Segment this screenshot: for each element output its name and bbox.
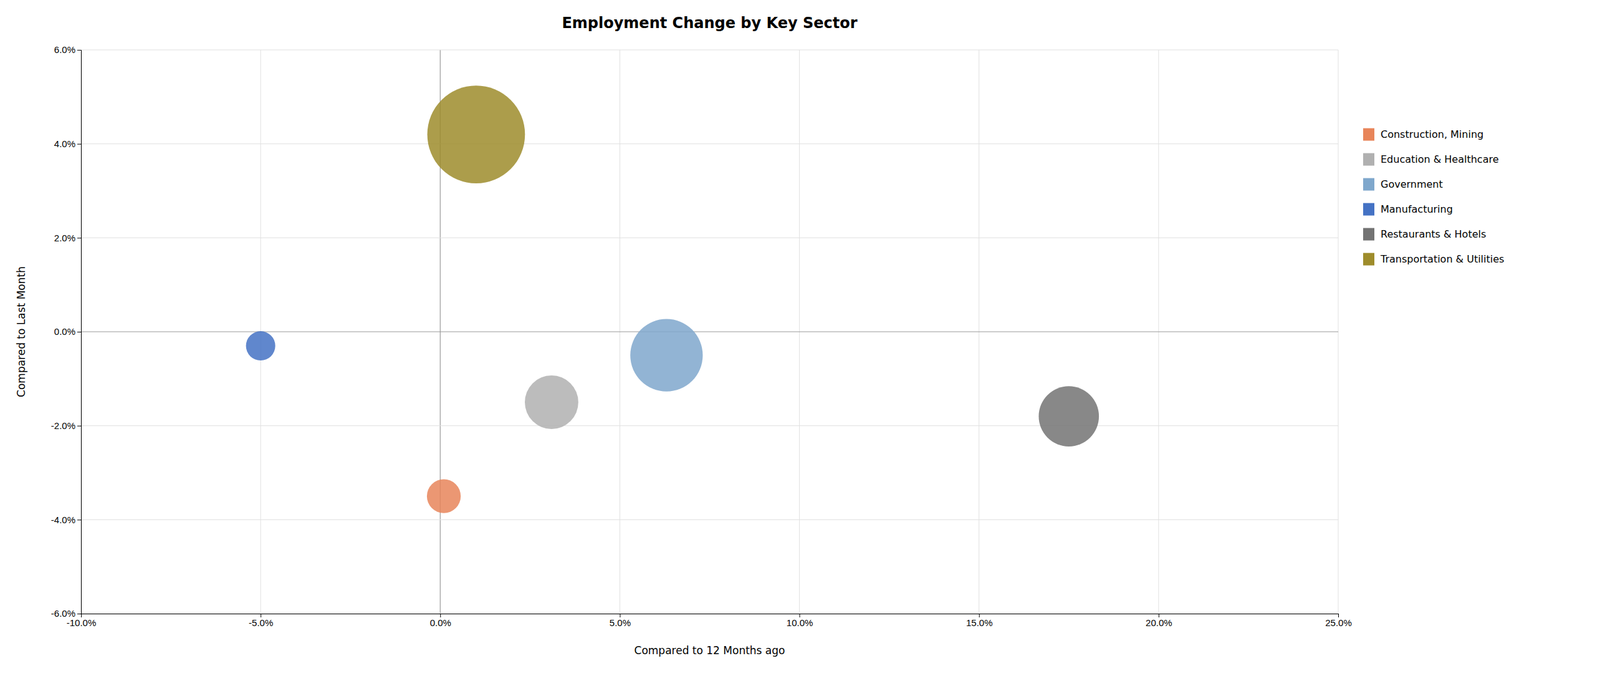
tick-mark: [77, 425, 82, 427]
tick-label: -6.0%: [51, 607, 76, 619]
tick: 10.0%: [786, 613, 814, 628]
tick-label: 4.0%: [54, 138, 76, 149]
y-axis: -6.0% -4.0% -2.0% 0.0% 2.0% 4.0% 6.0%: [51, 44, 82, 619]
tick-mark: [77, 613, 82, 614]
tick: -2.0%: [51, 420, 82, 431]
legend-item: Transportation & Utilities: [1363, 253, 1505, 266]
tick-label: -5.0%: [248, 617, 274, 628]
tick-label: 6.0%: [54, 44, 76, 55]
tick-mark: [77, 519, 82, 520]
tick-label: -2.0%: [51, 420, 76, 431]
tick: 15.0%: [966, 613, 993, 628]
legend-swatch: [1363, 228, 1375, 241]
legend-item: Government: [1363, 178, 1443, 191]
x-axis-title: Compared to 12 Months ago: [634, 643, 786, 657]
bubble: [630, 319, 703, 392]
legend-label: Restaurants & Hotels: [1380, 228, 1486, 240]
tick: 4.0%: [54, 138, 82, 149]
legend-item: Manufacturing: [1363, 203, 1453, 216]
tick: -6.0%: [51, 607, 82, 619]
tick-mark: [77, 331, 82, 333]
grid-line-y: [81, 519, 1339, 520]
legend-swatch: [1363, 203, 1375, 216]
legend-label: Education & Healthcare: [1380, 153, 1500, 166]
tick: 0.0%: [430, 613, 452, 628]
grid-line-y: [81, 237, 1339, 239]
chart: -10.0%-5.0%0.0%5.0%10.0%15.0%20.0%25.0%-…: [0, 0, 1600, 676]
legend-label: Government: [1380, 178, 1443, 191]
legend: Construction, Mining Education & Healthca…: [1363, 128, 1505, 266]
plot-area: -10.0%-5.0%0.0%5.0%10.0%15.0%20.0%25.0%-…: [51, 44, 1352, 628]
bubble: [426, 479, 461, 513]
legend-swatch: [1363, 253, 1375, 266]
tick-label: 2.0%: [54, 232, 76, 244]
grid-line-y: [81, 49, 1339, 51]
grid: [81, 49, 1339, 614]
legend-swatch: [1363, 128, 1375, 141]
tick: 25.0%: [1325, 613, 1352, 628]
tick: 0.0%: [54, 325, 82, 337]
marks: [246, 85, 1099, 513]
tick-label: 20.0%: [1145, 617, 1173, 628]
legend-swatch: [1363, 178, 1375, 191]
y-axis-title: Compared to Last Month: [14, 266, 28, 398]
tick: 5.0%: [609, 613, 631, 628]
legend-item: Construction, Mining: [1363, 128, 1484, 141]
legend-item: Restaurants & Hotels: [1363, 228, 1486, 241]
legend-label: Transportation & Utilities: [1379, 253, 1505, 265]
tick-label: 25.0%: [1325, 617, 1352, 628]
tick-label: 0.0%: [430, 617, 452, 628]
tick: -4.0%: [51, 514, 82, 525]
tick: 2.0%: [54, 232, 82, 244]
bubble: [427, 85, 526, 184]
x-axis: -10.0%-5.0%0.0%5.0%10.0%15.0%20.0%25.0%: [66, 613, 1352, 628]
tick-label: 15.0%: [966, 617, 993, 628]
legend-item: Education & Healthcare: [1363, 153, 1500, 166]
tick-label: 10.0%: [786, 617, 814, 628]
tick: -5.0%: [248, 613, 274, 628]
tick-mark: [77, 49, 82, 51]
bubble: [524, 375, 579, 429]
legend-label: Manufacturing: [1380, 203, 1453, 216]
tick: 6.0%: [54, 44, 82, 55]
legend-label: Construction, Mining: [1380, 128, 1484, 141]
grid-line-y: [81, 425, 1339, 426]
bubble: [246, 330, 276, 361]
grid-line-y: [81, 143, 1339, 144]
tick-mark: [77, 237, 82, 239]
axis-line: [77, 50, 82, 614]
tick-label: -4.0%: [51, 514, 76, 525]
tick-label: 0.0%: [54, 325, 76, 337]
tick-label: 5.0%: [609, 617, 631, 628]
bubble: [1038, 385, 1099, 447]
tick-mark: [77, 143, 82, 145]
zero-line-y: [81, 330, 1339, 332]
legend-swatch: [1363, 153, 1375, 166]
tick: 20.0%: [1145, 613, 1173, 628]
title: Employment Change by Key Sector: [561, 14, 858, 32]
